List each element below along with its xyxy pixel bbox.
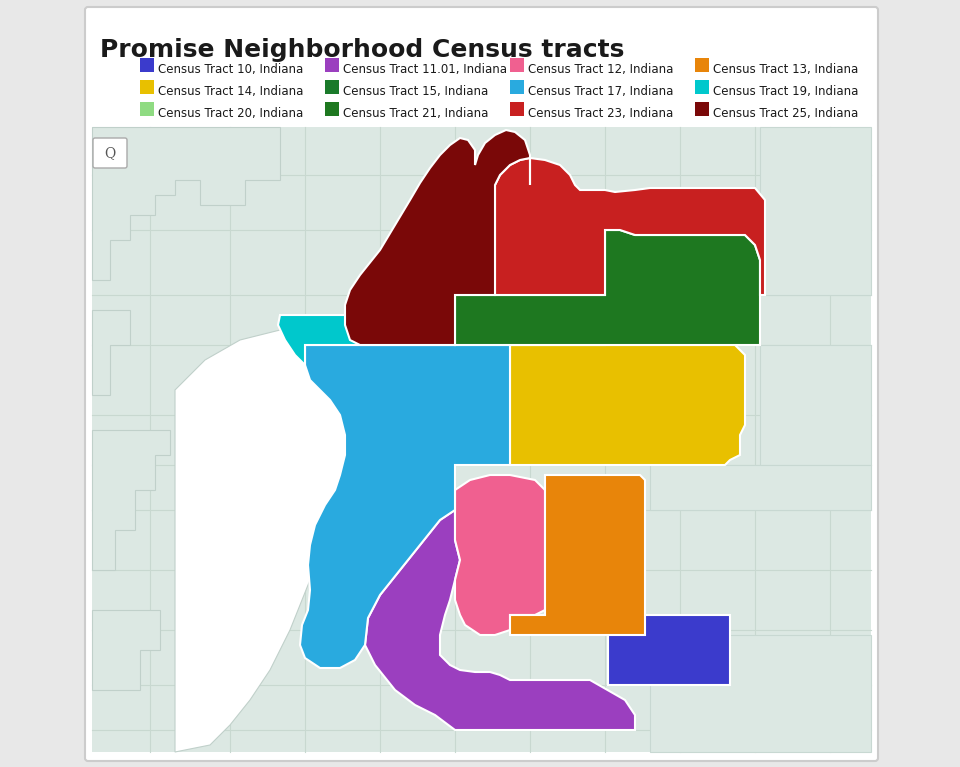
FancyBboxPatch shape — [85, 7, 878, 761]
Polygon shape — [92, 610, 160, 690]
Polygon shape — [92, 127, 280, 280]
Text: Census Tract 17, Indiana: Census Tract 17, Indiana — [528, 84, 673, 97]
Text: Census Tract 11.01, Indiana: Census Tract 11.01, Indiana — [343, 62, 507, 75]
FancyBboxPatch shape — [510, 58, 524, 72]
FancyBboxPatch shape — [325, 102, 339, 116]
Text: Census Tract 19, Indiana: Census Tract 19, Indiana — [713, 84, 858, 97]
Polygon shape — [650, 465, 871, 510]
Text: Census Tract 20, Indiana: Census Tract 20, Indiana — [158, 107, 303, 120]
FancyBboxPatch shape — [93, 138, 127, 168]
Polygon shape — [510, 475, 645, 635]
Polygon shape — [760, 345, 871, 465]
Polygon shape — [455, 230, 760, 345]
Polygon shape — [650, 635, 871, 752]
Polygon shape — [495, 158, 765, 295]
Polygon shape — [345, 130, 530, 345]
FancyBboxPatch shape — [140, 58, 154, 72]
Text: Census Tract 15, Indiana: Census Tract 15, Indiana — [343, 84, 489, 97]
Polygon shape — [608, 565, 730, 685]
FancyBboxPatch shape — [140, 80, 154, 94]
FancyBboxPatch shape — [695, 102, 709, 116]
Polygon shape — [92, 430, 170, 570]
Text: Promise Neighborhood Census tracts: Promise Neighborhood Census tracts — [100, 38, 624, 62]
Polygon shape — [365, 510, 635, 730]
Polygon shape — [92, 127, 871, 752]
Text: Q: Q — [105, 146, 115, 160]
FancyBboxPatch shape — [140, 102, 154, 116]
Text: Census Tract 23, Indiana: Census Tract 23, Indiana — [528, 107, 673, 120]
Text: Census Tract 25, Indiana: Census Tract 25, Indiana — [713, 107, 858, 120]
Polygon shape — [760, 127, 871, 295]
Polygon shape — [510, 345, 745, 465]
Polygon shape — [300, 295, 510, 668]
FancyBboxPatch shape — [510, 102, 524, 116]
FancyBboxPatch shape — [325, 80, 339, 94]
Polygon shape — [92, 310, 130, 395]
Text: Census Tract 10, Indiana: Census Tract 10, Indiana — [158, 62, 303, 75]
Polygon shape — [455, 475, 545, 635]
Polygon shape — [175, 330, 355, 752]
Polygon shape — [278, 315, 455, 365]
Text: Census Tract 14, Indiana: Census Tract 14, Indiana — [158, 84, 303, 97]
FancyBboxPatch shape — [695, 58, 709, 72]
FancyBboxPatch shape — [325, 58, 339, 72]
FancyBboxPatch shape — [695, 80, 709, 94]
Text: Census Tract 12, Indiana: Census Tract 12, Indiana — [528, 62, 673, 75]
Polygon shape — [455, 295, 605, 345]
Text: Census Tract 21, Indiana: Census Tract 21, Indiana — [343, 107, 489, 120]
Text: Census Tract 13, Indiana: Census Tract 13, Indiana — [713, 62, 858, 75]
FancyBboxPatch shape — [510, 80, 524, 94]
Polygon shape — [455, 295, 510, 345]
